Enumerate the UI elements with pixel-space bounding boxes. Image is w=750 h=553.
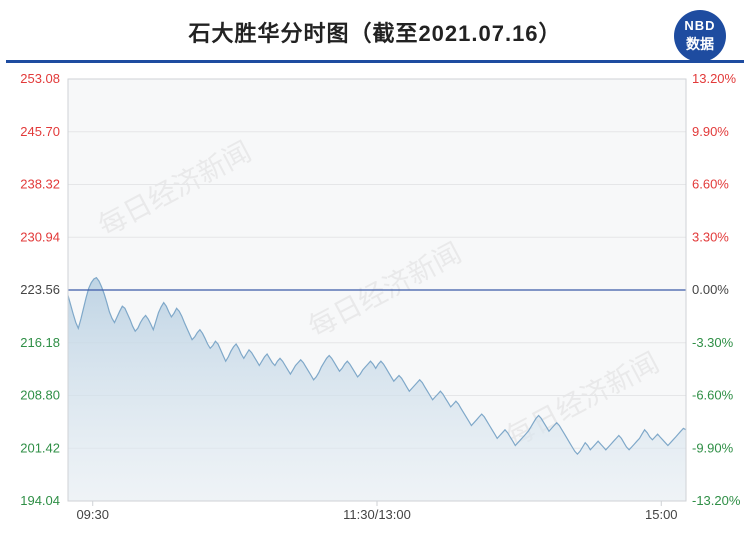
svg-text:3.30%: 3.30% (692, 229, 729, 244)
svg-text:245.70: 245.70 (20, 124, 60, 139)
header-rule (6, 60, 744, 63)
chart-title: 石大胜华分时图（截至2021.07.16） (0, 0, 750, 48)
svg-text:194.04: 194.04 (20, 493, 60, 508)
svg-text:253.08: 253.08 (20, 71, 60, 86)
svg-text:-9.90%: -9.90% (692, 440, 734, 455)
svg-text:6.60%: 6.60% (692, 177, 729, 192)
svg-text:11:30/13:00: 11:30/13:00 (343, 507, 411, 522)
svg-text:13.20%: 13.20% (692, 71, 737, 86)
svg-text:223.56: 223.56 (20, 282, 60, 297)
svg-text:-6.60%: -6.60% (692, 388, 734, 403)
chart-header: 石大胜华分时图（截至2021.07.16） NBD 数据 (0, 0, 750, 60)
badge-line1: NBD (684, 18, 715, 35)
svg-text:216.18: 216.18 (20, 335, 60, 350)
svg-text:0.00%: 0.00% (692, 282, 729, 297)
svg-text:09:30: 09:30 (76, 507, 109, 522)
svg-text:230.94: 230.94 (20, 229, 60, 244)
svg-text:208.80: 208.80 (20, 388, 60, 403)
nbd-badge: NBD 数据 (674, 10, 726, 62)
svg-text:-13.20%: -13.20% (692, 493, 741, 508)
intraday-chart: 每日经济新闻每日经济新闻每日经济新闻253.0813.20%245.709.90… (6, 69, 744, 547)
chart-svg: 每日经济新闻每日经济新闻每日经济新闻253.0813.20%245.709.90… (6, 69, 744, 547)
badge-line2: 数据 (686, 35, 714, 53)
svg-text:15:00: 15:00 (645, 507, 678, 522)
svg-text:9.90%: 9.90% (692, 124, 729, 139)
svg-text:-3.30%: -3.30% (692, 335, 734, 350)
svg-text:238.32: 238.32 (20, 177, 60, 192)
svg-text:201.42: 201.42 (20, 440, 60, 455)
